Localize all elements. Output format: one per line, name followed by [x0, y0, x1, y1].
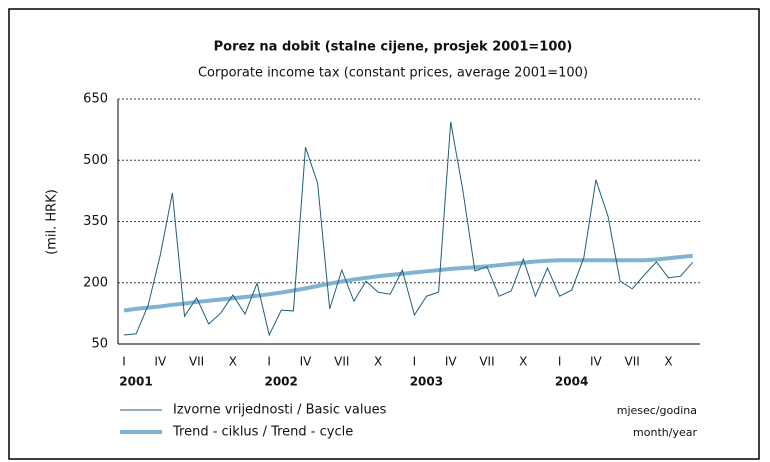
- x-tick-label: IV: [445, 355, 458, 369]
- chart-title: Porez na dobit (stalne cijene, prosjek 2…: [214, 40, 573, 55]
- x-tick-label: IV: [300, 355, 313, 369]
- x-tick-label: X: [519, 355, 527, 369]
- x-tick-label: VII: [189, 355, 204, 369]
- y-tick-label: 50: [91, 337, 108, 352]
- x-tick-label: VII: [334, 355, 349, 369]
- y-tick-label: 200: [83, 275, 108, 290]
- y-tick-label: 350: [83, 214, 108, 229]
- x-tick-label: VII: [625, 355, 640, 369]
- year-label: 2003: [410, 375, 443, 389]
- x-tick-label: IV: [590, 355, 603, 369]
- x-note: month/year: [633, 426, 697, 439]
- x-tick-label: I: [267, 355, 271, 369]
- x-tick-label: VII: [479, 355, 494, 369]
- x-note: mjesec/godina: [617, 404, 697, 417]
- x-tick-label: I: [413, 355, 417, 369]
- year-label: 2001: [119, 375, 152, 389]
- x-tick-label: X: [229, 355, 237, 369]
- x-tick-label: I: [558, 355, 562, 369]
- y-axis-label: (mil. HRK): [45, 189, 60, 255]
- x-tick-label: I: [122, 355, 126, 369]
- frame: [8, 8, 760, 460]
- legend-label: Izvorne vrijednosti / Basic values: [173, 403, 387, 418]
- year-label: 2004: [555, 375, 588, 389]
- y-tick-label: 650: [83, 92, 108, 107]
- x-tick-label: IV: [154, 355, 167, 369]
- x-tick-label: X: [664, 355, 672, 369]
- legend-label: Trend - ciklus / Trend - cycle: [172, 425, 353, 440]
- series-line: [123, 121, 694, 337]
- x-tick-label: X: [374, 355, 382, 369]
- year-label: 2002: [264, 375, 297, 389]
- y-tick-label: 500: [83, 153, 108, 168]
- series-line: [123, 253, 693, 313]
- chart-subtitle: Corporate income tax (constant prices, a…: [198, 66, 588, 81]
